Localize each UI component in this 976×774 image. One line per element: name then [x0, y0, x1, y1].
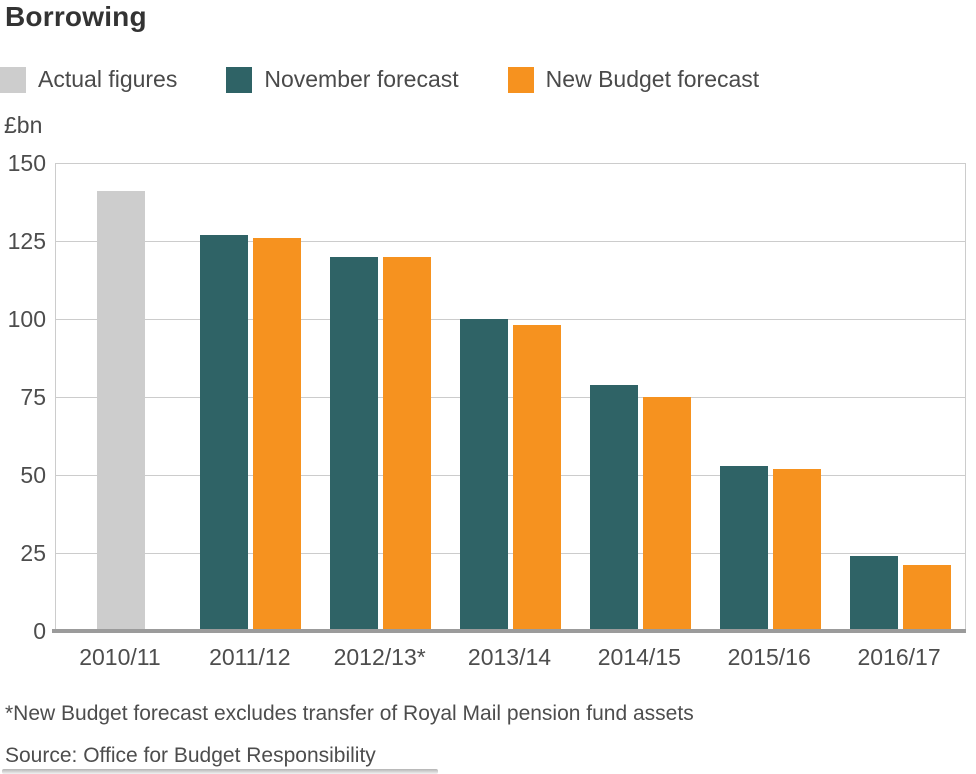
- chart-title: Borrowing: [5, 1, 147, 32]
- bar-2012-13-november-forecast: [330, 256, 379, 631]
- legend-label-actual-figures: Actual figures: [38, 66, 178, 92]
- legend-swatch-new-budget-forecast: [507, 66, 534, 93]
- bar-2016-17-november-forecast: [849, 556, 898, 631]
- bar-2013-14-new-budget-forecast: [513, 325, 561, 631]
- footnote-source: Source: Office for Budget Responsibility: [5, 744, 376, 767]
- x-tick-2012-13: 2012/13*: [333, 644, 426, 670]
- legend-swatch-actual-figures: [0, 66, 26, 93]
- chart-legend: Actual figures November forecast New Budge…: [0, 66, 759, 93]
- x-tick-2010-11: 2010/11: [79, 644, 161, 670]
- bar-2011-12-november-forecast: [200, 234, 249, 631]
- gridline-50: [56, 475, 965, 476]
- gridline-75: [56, 397, 965, 398]
- bar-2013-14-november-forecast: [460, 319, 508, 631]
- legend-swatch-november-forecast: [226, 66, 253, 93]
- y-tick-50: 50: [20, 462, 46, 488]
- x-axis-line: [52, 629, 966, 633]
- y-tick-100: 100: [7, 306, 46, 332]
- y-tick-0: 0: [33, 618, 46, 644]
- bar-2015-16-november-forecast: [719, 465, 768, 631]
- plot-area: [52, 163, 966, 633]
- y-tick-150: 150: [7, 150, 46, 176]
- y-tick-125: 125: [7, 228, 46, 254]
- bar-2014-15-new-budget-forecast: [642, 397, 691, 631]
- y-axis-unit-label: £bn: [4, 112, 43, 138]
- legend-item-actual-figures: Actual figures: [0, 66, 177, 93]
- gridline-125: [56, 241, 965, 242]
- legend-item-new-budget-forecast: New Budget forecast: [507, 66, 760, 93]
- footnote-asterisk: *New Budget forecast excludes transfer o…: [5, 702, 694, 725]
- bar-2012-13-new-budget-forecast: [383, 256, 432, 631]
- legend-item-november-forecast: November forecast: [226, 66, 459, 93]
- x-tick-2015-16: 2015/16: [727, 644, 811, 670]
- gridline-25: [56, 553, 965, 554]
- bar-2014-15-november-forecast: [589, 384, 638, 631]
- bar-2010-11-actual-figures: [96, 191, 145, 631]
- bar-2011-12-new-budget-forecast: [253, 237, 302, 631]
- gridline-100: [56, 319, 965, 320]
- x-tick-2016-17: 2016/17: [857, 644, 941, 670]
- x-tick-2011-12: 2011/12: [209, 644, 291, 670]
- bar-2016-17-new-budget-forecast: [902, 565, 951, 631]
- gridline-150: [56, 163, 965, 164]
- y-tick-75: 75: [20, 384, 46, 410]
- x-tick-2013-14: 2013/14: [467, 644, 552, 670]
- bar-2015-16-new-budget-forecast: [772, 468, 821, 631]
- legend-label-new-budget-forecast: New Budget forecast: [545, 66, 760, 92]
- x-tick-2014-15: 2014/15: [597, 644, 681, 670]
- legend-label-november-forecast: November forecast: [264, 66, 459, 92]
- cropped-text-edge: [2, 769, 438, 774]
- y-tick-25: 25: [20, 540, 46, 566]
